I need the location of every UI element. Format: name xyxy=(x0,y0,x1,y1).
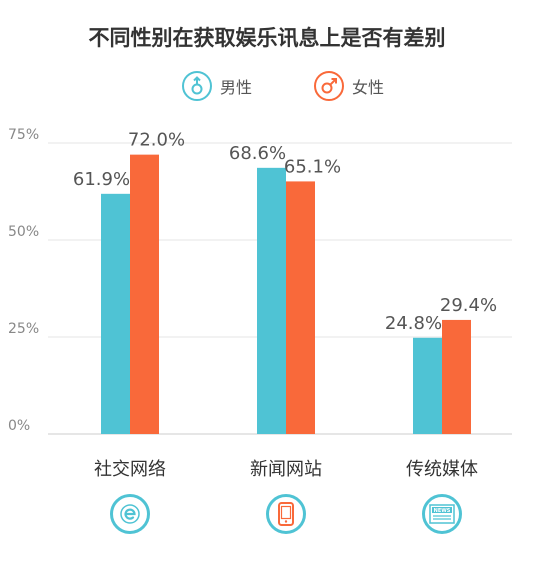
bar-female-2 xyxy=(442,319,471,434)
legend-item-male: 男性 xyxy=(182,69,252,103)
data-label: 24.8% xyxy=(385,313,442,334)
bar-female-0 xyxy=(130,154,159,434)
bar-male-1 xyxy=(257,167,286,434)
legend-item-female: 女性 xyxy=(314,69,384,103)
newspaper-icon: NEWS xyxy=(422,494,462,534)
bar-male-2 xyxy=(413,337,442,434)
mobile-phone-icon xyxy=(266,494,306,534)
newspaper-icon-text: NEWS xyxy=(434,508,451,514)
y-tick-label: 75% xyxy=(8,127,39,143)
data-label: 68.6% xyxy=(229,143,286,164)
legend-label-male: 男性 xyxy=(220,78,253,97)
chart-title: 不同性别在获取娱乐讯息上是否有差别 xyxy=(88,26,446,50)
bar-female-1 xyxy=(286,181,315,434)
labels: 61.9% 68.6% 24.8% 72.0% 65.1% 29.4% 社交网络 新闻网站 传统… xyxy=(73,130,497,480)
data-label: 72.0% xyxy=(128,130,185,151)
data-label: 65.1% xyxy=(284,156,341,177)
female-symbol-icon xyxy=(314,71,344,101)
bars xyxy=(101,154,471,434)
y-tick-label: 0% xyxy=(8,418,30,434)
legend-label-female: 女性 xyxy=(352,78,385,97)
y-tick-label: 25% xyxy=(8,321,39,337)
data-label: 29.4% xyxy=(440,295,497,316)
bar-male-0 xyxy=(101,193,130,434)
category-label: 新闻网站 xyxy=(250,459,322,480)
male-symbol-icon xyxy=(182,71,212,101)
y-tick-label: 50% xyxy=(8,224,39,240)
category-label: 传统媒体 xyxy=(406,459,478,480)
category-label: 社交网络 xyxy=(94,459,166,480)
data-label: 61.9% xyxy=(73,169,130,190)
social-network-e-icon xyxy=(110,494,150,534)
